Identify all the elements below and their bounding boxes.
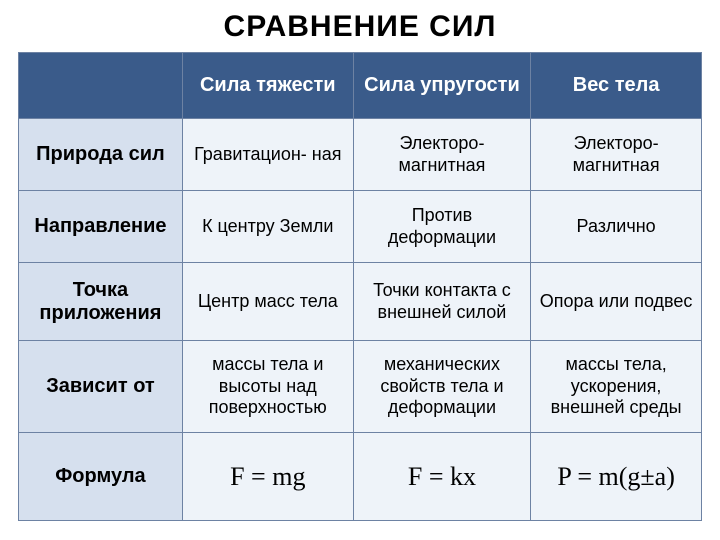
- cell-depends-elastic: механических свойств тела и деформации: [353, 341, 531, 433]
- header-row: Сила тяжести Сила упругости Вес тела: [19, 53, 702, 119]
- cell-formula-elastic: F = kx: [353, 433, 531, 521]
- cell-depends-weight: массы тела, ускорения, внешней среды: [531, 341, 702, 433]
- table-row: Точка приложения Центр масс тела Точки к…: [19, 263, 702, 341]
- cell-formula-gravity: F = mg: [182, 433, 353, 521]
- table-row: Зависит от массы тела и высоты над повер…: [19, 341, 702, 433]
- cell-direction-gravity: К центру Земли: [182, 191, 353, 263]
- rowhead-direction: Направление: [19, 191, 183, 263]
- cell-nature-elastic: Электоро- магнитная: [353, 119, 531, 191]
- header-col-gravity: Сила тяжести: [182, 53, 353, 119]
- cell-direction-weight: Различно: [531, 191, 702, 263]
- cell-point-elastic: Точки контакта с внешней силой: [353, 263, 531, 341]
- cell-nature-weight: Электоро- магнитная: [531, 119, 702, 191]
- rowhead-application-point: Точка приложения: [19, 263, 183, 341]
- table-row: Природа сил Гравитацион- ная Электоро- м…: [19, 119, 702, 191]
- table-row: Формула F = mg F = kx P = m(g±a): [19, 433, 702, 521]
- cell-direction-elastic: Против деформации: [353, 191, 531, 263]
- cell-depends-gravity: массы тела и высоты над поверхностью: [182, 341, 353, 433]
- table-row: Направление К центру Земли Против деформ…: [19, 191, 702, 263]
- rowhead-formula: Формула: [19, 433, 183, 521]
- header-col-elastic: Сила упругости: [353, 53, 531, 119]
- cell-formula-weight: P = m(g±a): [531, 433, 702, 521]
- comparison-table: Сила тяжести Сила упругости Вес тела При…: [18, 52, 702, 521]
- header-corner: [19, 53, 183, 119]
- header-col-weight: Вес тела: [531, 53, 702, 119]
- cell-point-weight: Опора или подвес: [531, 263, 702, 341]
- rowhead-depends-on: Зависит от: [19, 341, 183, 433]
- page-title: СРАВНЕНИЕ СИЛ: [18, 10, 702, 44]
- rowhead-nature: Природа сил: [19, 119, 183, 191]
- cell-nature-gravity: Гравитацион- ная: [182, 119, 353, 191]
- cell-point-gravity: Центр масс тела: [182, 263, 353, 341]
